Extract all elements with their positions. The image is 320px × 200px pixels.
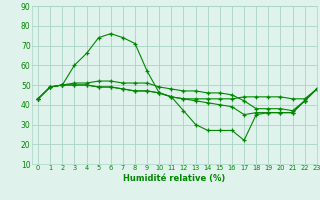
X-axis label: Humidité relative (%): Humidité relative (%): [123, 174, 226, 183]
